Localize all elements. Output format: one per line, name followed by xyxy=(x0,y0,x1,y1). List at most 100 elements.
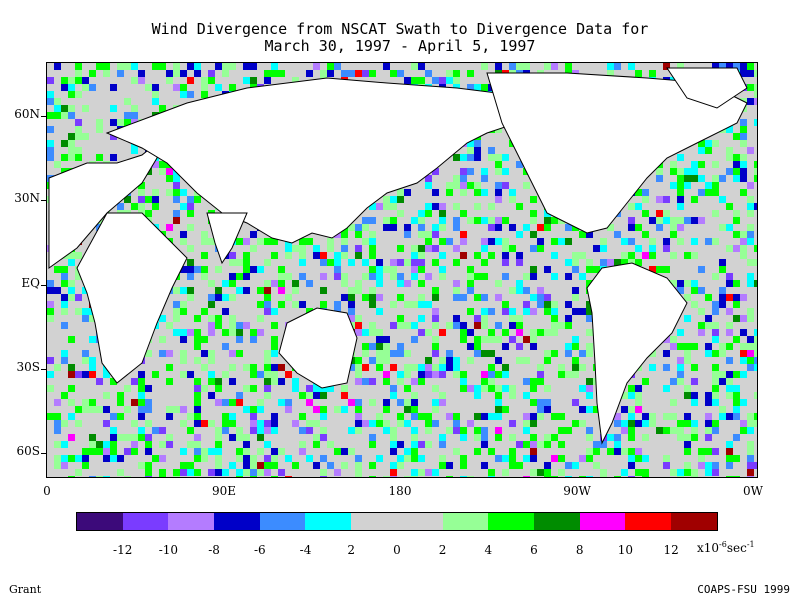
divergence-cell xyxy=(586,392,593,399)
divergence-cell xyxy=(747,448,754,455)
divergence-cell xyxy=(376,280,383,287)
divergence-cell xyxy=(635,406,642,413)
divergence-cell xyxy=(194,455,201,462)
divergence-cell xyxy=(698,455,705,462)
divergence-cell xyxy=(61,273,68,280)
divergence-cell xyxy=(355,469,362,476)
divergence-cell xyxy=(691,287,698,294)
divergence-cell xyxy=(537,364,544,371)
divergence-cell xyxy=(68,147,75,154)
divergence-cell xyxy=(215,84,222,91)
divergence-cell xyxy=(593,245,600,252)
divergence-cell xyxy=(250,266,257,273)
divergence-cell xyxy=(677,175,684,182)
divergence-cell xyxy=(488,217,495,224)
divergence-cell xyxy=(530,385,537,392)
divergence-cell xyxy=(411,476,418,483)
divergence-cell xyxy=(663,196,670,203)
divergence-cell xyxy=(439,238,446,245)
divergence-cell xyxy=(558,441,565,448)
colorbar-tick-label: -6 xyxy=(253,543,266,557)
divergence-cell xyxy=(334,273,341,280)
divergence-cell xyxy=(54,427,61,434)
divergence-cell xyxy=(257,420,264,427)
divergence-cell xyxy=(138,462,145,469)
divergence-cell xyxy=(558,322,565,329)
divergence-cell xyxy=(740,420,747,427)
divergence-cell xyxy=(313,392,320,399)
divergence-cell xyxy=(446,350,453,357)
divergence-cell xyxy=(397,280,404,287)
divergence-cell xyxy=(453,70,460,77)
divergence-cell xyxy=(565,350,572,357)
divergence-cell xyxy=(390,364,397,371)
divergence-cell xyxy=(68,259,75,266)
divergence-cell xyxy=(621,406,628,413)
divergence-cell xyxy=(502,273,509,280)
divergence-cell xyxy=(523,336,530,343)
divergence-cell xyxy=(82,350,89,357)
units-prefix: x10 xyxy=(697,541,720,555)
divergence-cell xyxy=(236,273,243,280)
divergence-cell xyxy=(551,63,558,70)
divergence-cell xyxy=(684,469,691,476)
divergence-cell xyxy=(285,406,292,413)
divergence-cell xyxy=(47,301,54,308)
divergence-cell xyxy=(257,399,264,406)
divergence-cell xyxy=(397,189,404,196)
divergence-cell xyxy=(516,280,523,287)
divergence-cell xyxy=(418,280,425,287)
divergence-cell xyxy=(397,350,404,357)
divergence-cell xyxy=(474,434,481,441)
divergence-cell xyxy=(747,273,754,280)
colorbar-swatch xyxy=(670,513,717,530)
divergence-cell xyxy=(726,63,733,70)
divergence-cell xyxy=(362,273,369,280)
divergence-cell xyxy=(726,371,733,378)
divergence-cell xyxy=(593,266,600,273)
divergence-cell xyxy=(523,441,530,448)
divergence-cell xyxy=(397,343,404,350)
divergence-cell xyxy=(397,210,404,217)
divergence-cell xyxy=(446,413,453,420)
divergence-cell xyxy=(719,259,726,266)
divergence-cell xyxy=(684,343,691,350)
divergence-cell xyxy=(397,245,404,252)
divergence-cell xyxy=(138,77,145,84)
divergence-cell xyxy=(313,462,320,469)
lon-label-0: 0 xyxy=(43,484,51,498)
divergence-cell xyxy=(355,287,362,294)
divergence-cell xyxy=(425,273,432,280)
divergence-cell xyxy=(215,294,222,301)
divergence-cell xyxy=(131,105,138,112)
divergence-cell xyxy=(383,399,390,406)
divergence-cell xyxy=(747,364,754,371)
divergence-cell xyxy=(628,238,635,245)
divergence-cell xyxy=(355,420,362,427)
divergence-cell xyxy=(194,70,201,77)
divergence-cell xyxy=(117,413,124,420)
divergence-cell xyxy=(47,126,54,133)
divergence-cell xyxy=(474,322,481,329)
divergence-cell xyxy=(390,203,397,210)
divergence-cell xyxy=(642,252,649,259)
divergence-cell xyxy=(586,266,593,273)
divergence-cell xyxy=(222,427,229,434)
divergence-cell xyxy=(208,238,215,245)
divergence-cell xyxy=(299,392,306,399)
divergence-cell xyxy=(348,224,355,231)
divergence-cell xyxy=(453,175,460,182)
divergence-cell xyxy=(75,420,82,427)
divergence-cell xyxy=(656,168,663,175)
divergence-cell xyxy=(117,434,124,441)
divergence-cell xyxy=(677,371,684,378)
colorbar-swatch xyxy=(579,513,626,530)
divergence-cell xyxy=(740,189,747,196)
divergence-cell xyxy=(383,343,390,350)
divergence-cell xyxy=(607,434,614,441)
divergence-cell xyxy=(173,315,180,322)
divergence-cell xyxy=(292,385,299,392)
divergence-cell xyxy=(439,329,446,336)
divergence-cell xyxy=(670,280,677,287)
divergence-cell xyxy=(47,98,54,105)
